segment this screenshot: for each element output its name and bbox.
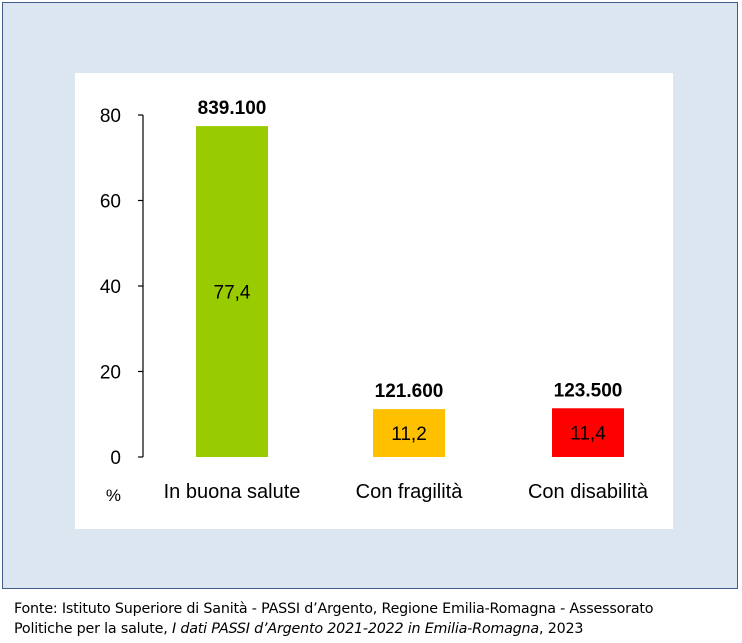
y-tick-label: 40 — [100, 277, 121, 298]
y-tick-label: 0 — [110, 448, 121, 469]
x-category-label: Con fragilità — [356, 481, 464, 503]
source-line-2-prefix: Politiche per la salute, — [14, 621, 172, 637]
bar-value-label: 11,4 — [570, 424, 606, 445]
x-category-label: Con disabilità — [528, 481, 649, 503]
bar-total-label: 123.500 — [554, 380, 623, 401]
bar — [196, 126, 268, 458]
source-line-1: Fonte: Istituto Superiore di Sanità - PA… — [14, 601, 654, 617]
source-publication-title: I dati PASSI d’Argento 2021-2022 in Emil… — [171, 621, 539, 637]
y-tick-label: 60 — [100, 192, 121, 213]
bar — [552, 408, 624, 457]
bar-total-label: 839.100 — [198, 98, 267, 119]
x-category-label: In buona salute — [164, 481, 301, 503]
bar — [373, 409, 445, 457]
bar-value-label: 77,4 — [214, 283, 251, 304]
bar-chart: 0 20 40 60 80% 77,4 839.100 In buona salute 11,2… — [100, 98, 649, 505]
source-line-2: Politiche per la salute, I dati PASSI d’… — [14, 619, 740, 639]
bar-value-label: 11,2 — [391, 424, 427, 445]
y-unit-label: % — [106, 486, 121, 505]
y-tick-label: 80 — [100, 106, 121, 127]
chart-area: 0 20 40 60 80% 77,4 839.100 In buona salute 11,2… — [75, 73, 673, 529]
source-line-2-suffix: , 2023 — [539, 621, 584, 637]
source-note: Fonte: Istituto Superiore di Sanità - PA… — [14, 599, 740, 639]
figure-panel: 0 20 40 60 80% 77,4 839.100 In buona salute 11,2… — [2, 2, 738, 589]
y-tick-label: 20 — [100, 363, 121, 384]
bar-total-label: 121.600 — [375, 381, 444, 402]
